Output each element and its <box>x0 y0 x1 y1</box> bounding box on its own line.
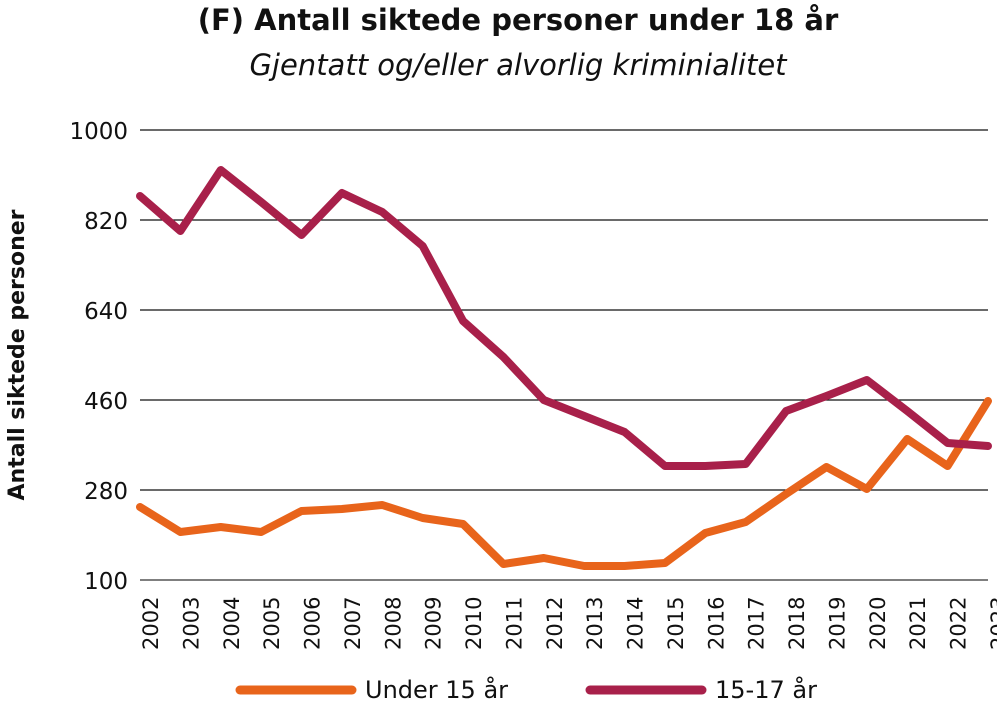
y-tick-label: 820 <box>84 209 128 235</box>
series-line-1 <box>140 170 988 466</box>
x-tick-label: 2012 <box>543 597 567 650</box>
x-tick-label: 2007 <box>341 597 365 650</box>
x-tick-label: 2004 <box>220 597 244 650</box>
x-tick-label: 2017 <box>745 597 769 650</box>
x-tick-label: 2010 <box>462 597 486 650</box>
x-tick-label: 2009 <box>422 597 446 650</box>
x-tick-label: 2006 <box>301 597 325 650</box>
x-tick-label: 2013 <box>583 597 607 650</box>
x-tick-label: 2014 <box>624 597 648 650</box>
x-tick-label: 2018 <box>785 597 809 650</box>
y-tick-label: 1000 <box>69 119 128 145</box>
y-tick-label: 640 <box>84 299 128 325</box>
x-tick-label: 2015 <box>664 597 688 650</box>
chart-subtitle: Gjentatt og/eller alvorlig kriminialitet <box>249 48 788 82</box>
legend-label: 15-17 år <box>715 675 817 704</box>
y-axis-label: Antall siktede personer <box>5 209 30 500</box>
x-tick-label: 2011 <box>502 597 526 650</box>
series-line-0 <box>140 401 988 566</box>
legend-label: Under 15 år <box>365 675 508 704</box>
y-tick-label: 280 <box>84 479 128 505</box>
x-tick-label: 2022 <box>947 597 971 650</box>
y-tick-label: 460 <box>84 389 128 415</box>
x-tick-label: 2016 <box>704 597 728 650</box>
x-tick-label: 2021 <box>906 597 930 650</box>
chart-title: (F) Antall siktede personer under 18 år <box>198 3 839 37</box>
x-tick-label: 2019 <box>825 597 849 650</box>
x-tick-label: 2020 <box>866 597 890 650</box>
x-tick-label: 2005 <box>260 597 284 650</box>
y-tick-label: 100 <box>84 569 128 595</box>
x-tick-label: 2002 <box>139 597 163 650</box>
x-tick-label: 2008 <box>381 597 405 650</box>
x-tick-label: 2023 <box>987 597 997 650</box>
x-tick-label: 2003 <box>179 597 203 650</box>
